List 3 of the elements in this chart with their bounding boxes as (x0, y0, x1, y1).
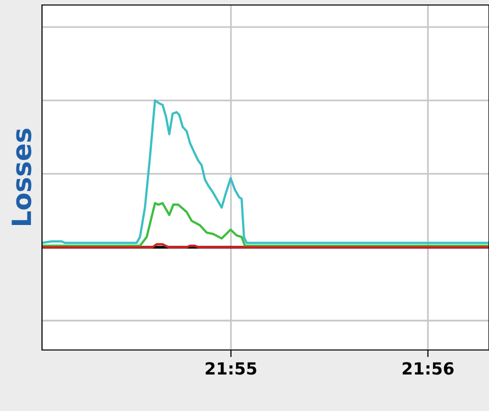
x-tick-label: 21:55 (206, 362, 256, 375)
x-tick-label: 21:56 (402, 362, 454, 375)
y-axis-title: Losses (12, 128, 32, 226)
